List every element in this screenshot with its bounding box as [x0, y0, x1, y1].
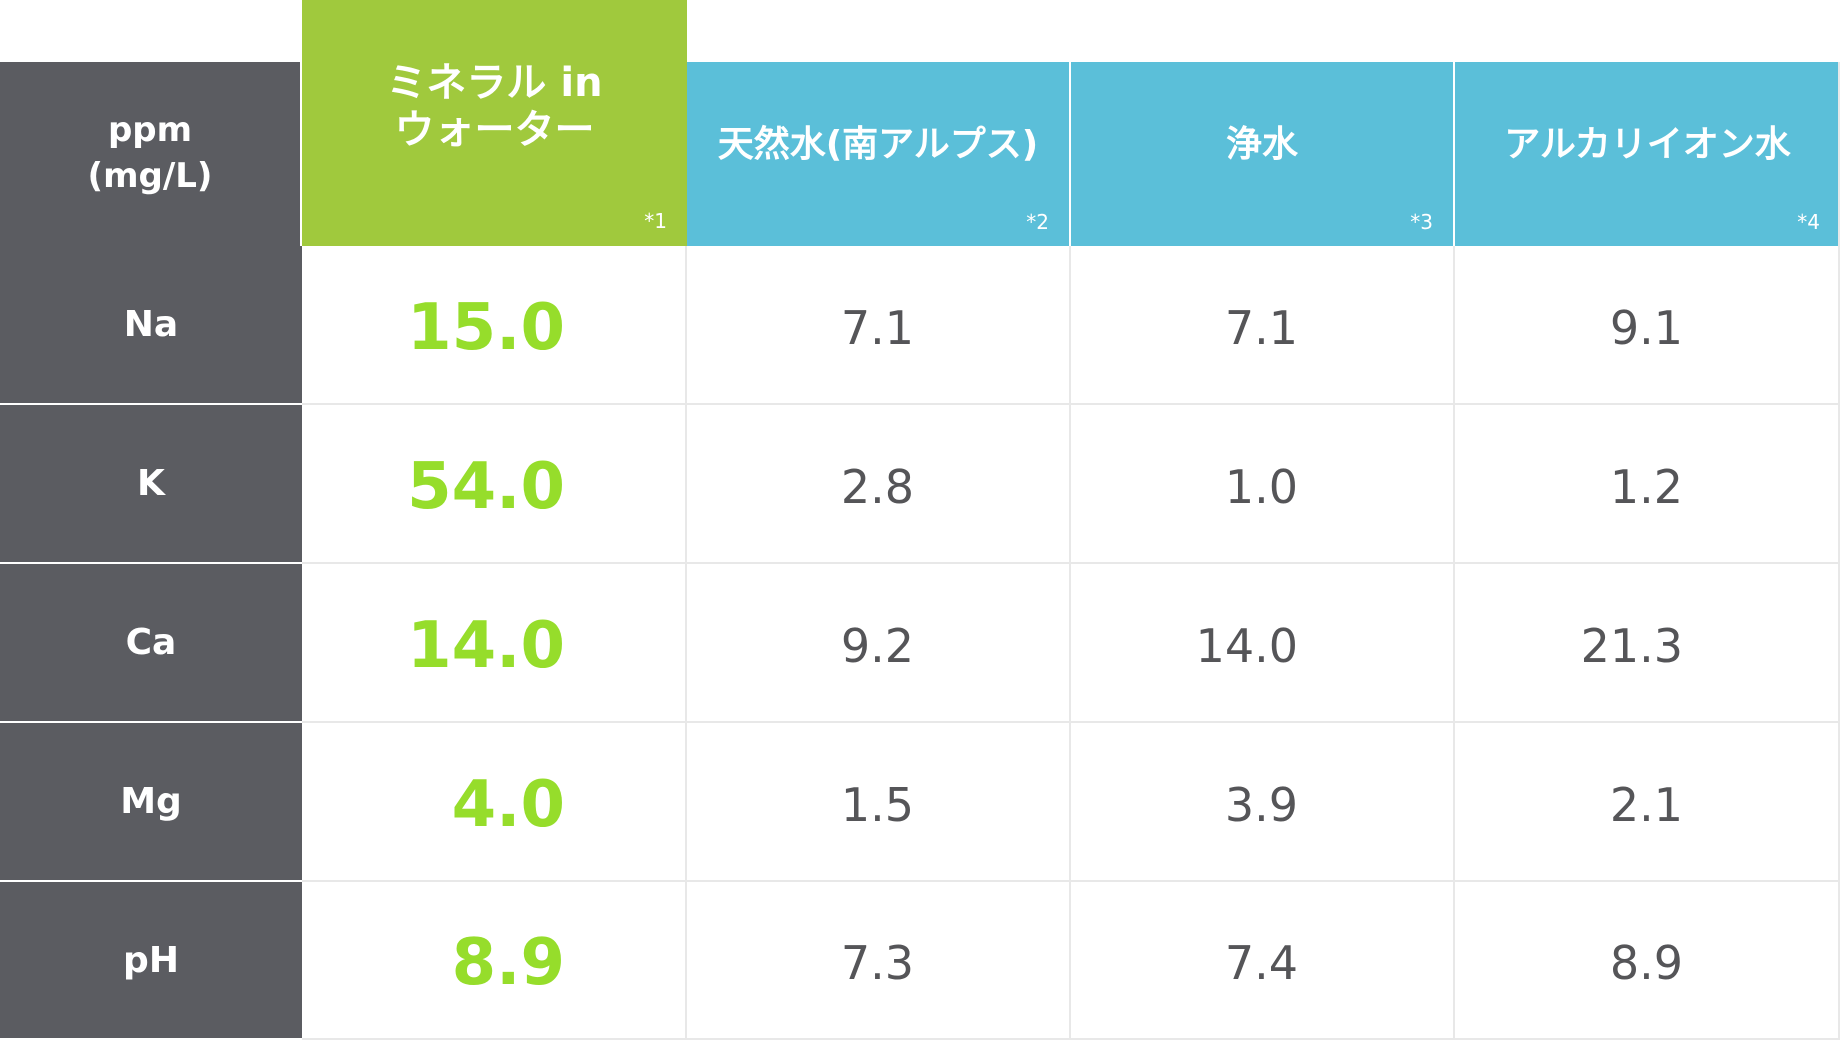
- value-cell-purified-na: 7.1: [1071, 246, 1455, 405]
- row-label-na: Na: [0, 246, 302, 405]
- value-cell-purified-ph: 7.4: [1071, 882, 1455, 1040]
- value-cell-natural-na: 7.1: [687, 246, 1071, 405]
- value-cell-natural-k: 2.8: [687, 405, 1071, 564]
- value-cell-mineral-ph: 8.9: [302, 882, 687, 1040]
- column-header-alkaline-ion-water: アルカリイオン水 *4: [1455, 62, 1840, 246]
- row-label-k: K: [0, 405, 302, 564]
- value-cell-alkaline-ph: 8.9: [1455, 882, 1840, 1040]
- row-label-mg: Mg: [0, 723, 302, 882]
- unit-header: ppm (mg/L): [0, 62, 302, 246]
- unit-label-line1: ppm: [107, 110, 193, 151]
- row-label-ca: Ca: [0, 564, 302, 723]
- column-title: 浄水: [1225, 124, 1298, 165]
- column-title: アルカリイオン水: [1504, 124, 1791, 165]
- value-cell-purified-ca: 14.0: [1071, 564, 1455, 723]
- column-title-line2: ウォーター: [394, 107, 595, 154]
- value-cell-natural-ph: 7.3: [687, 882, 1071, 1040]
- column-header-mineral-in-water: ミネラル in ウォーター *1: [302, 0, 687, 246]
- column-title-line1: ミネラル in: [386, 60, 603, 106]
- column-title: 天然水(南アルプス): [717, 124, 1039, 165]
- value-cell-natural-ca: 9.2: [687, 564, 1071, 723]
- value-cell-alkaline-ca: 21.3: [1455, 564, 1840, 723]
- value-cell-mineral-k: 54.0: [302, 405, 687, 564]
- row-label-ph: pH: [0, 882, 302, 1040]
- column-header-natural-water: 天然水(南アルプス) *2: [687, 62, 1071, 246]
- value-cell-mineral-na: 15.0: [302, 246, 687, 405]
- value-cell-mineral-mg: 4.0: [302, 723, 687, 882]
- column-header-purified-water: 浄水 *3: [1071, 62, 1455, 246]
- footnote-marker: *2: [1026, 210, 1049, 234]
- unit-label-line2: (mg/L): [87, 156, 213, 196]
- value-cell-purified-k: 1.0: [1071, 405, 1455, 564]
- value-cell-purified-mg: 3.9: [1071, 723, 1455, 882]
- value-cell-natural-mg: 1.5: [687, 723, 1071, 882]
- value-cell-alkaline-na: 9.1: [1455, 246, 1840, 405]
- table-right-border: [1838, 62, 1840, 1040]
- footnote-marker: *4: [1797, 210, 1820, 234]
- footnote-marker: *3: [1410, 210, 1433, 234]
- value-cell-alkaline-mg: 2.1: [1455, 723, 1840, 882]
- value-cell-mineral-ca: 14.0: [302, 564, 687, 723]
- footnote-marker: *1: [644, 209, 667, 234]
- value-cell-alkaline-k: 1.2: [1455, 405, 1840, 564]
